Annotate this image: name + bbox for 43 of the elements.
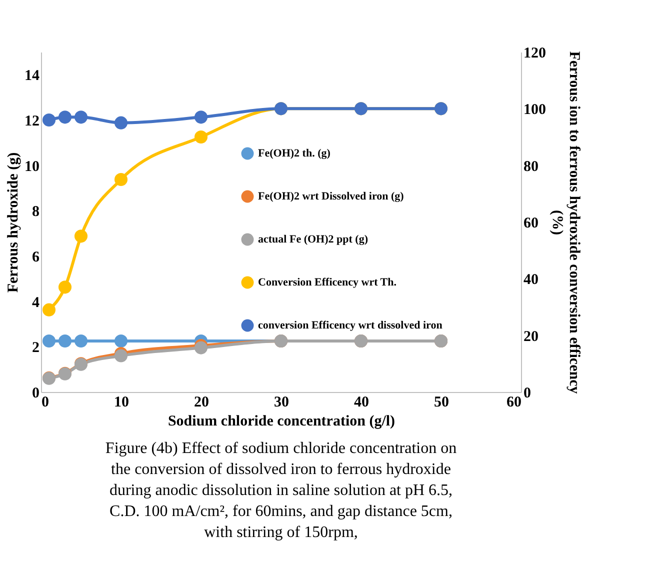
legend-label: Fe(OH)2 wrt Dissolved iron (g) — [258, 190, 404, 202]
point — [42, 303, 56, 316]
text: Figure (4b) Effect of sodium chloride concentration on the conversion of dissolved iron to ferrous hydroxide during anodic dissolution in saline solution at pH 6.5, C.D. 100 mA/cm², for 60mins, and gap distance 5cm, with stirring of 150rpm, — [105, 440, 457, 541]
legend-label: conversion Efficency wrt dissolved iron — [258, 320, 442, 332]
y2-tick-label: 40 — [524, 272, 538, 288]
x-tick-label: 20 — [194, 394, 209, 410]
x-tick-label: 40 — [354, 394, 369, 410]
y2-tick-label: 120 — [524, 46, 546, 62]
x-tick-label: 30 — [274, 394, 289, 410]
point — [58, 280, 72, 294]
y2-tick-label: 20 — [524, 328, 538, 345]
y-tick-label: 14 — [24, 68, 40, 84]
point — [114, 334, 128, 348]
point — [42, 113, 56, 127]
point — [58, 334, 72, 348]
y2-tick-label: 60 — [524, 216, 538, 232]
x-tick-label: 10 — [114, 394, 129, 410]
x-tick-label: 60 — [506, 394, 522, 410]
point — [194, 130, 208, 144]
y2-axis-title: Ferrous ion to ferrous hydroxide conversion efficency (%) — [549, 51, 582, 394]
point — [74, 334, 88, 348]
point — [74, 230, 88, 243]
x-axis-title: Sodium chloride concentration (g/l) — [168, 414, 396, 430]
y-tick-label: 10 — [24, 158, 40, 175]
legend-label: Conversion Efficency wrt Th. — [258, 276, 397, 288]
legend-label: Fe(OH)2 th. (g) — [258, 148, 331, 160]
point — [58, 110, 72, 124]
y-tick-label: 8 — [32, 204, 40, 220]
y-tick-label: 4 — [32, 294, 40, 311]
point — [74, 110, 88, 124]
y2-tick-label: 80 — [524, 158, 538, 175]
y-tick-label: 2 — [32, 340, 40, 356]
legend-label: actual Fe (OH)2 ppt (g) — [258, 234, 368, 246]
y-tick-label: 12 — [24, 114, 40, 130]
y2-tick-label: 100 — [524, 102, 546, 118]
point — [194, 110, 208, 124]
y-tick-label: 6 — [32, 250, 40, 266]
point — [42, 334, 56, 348]
point — [114, 349, 128, 362]
point — [114, 116, 128, 130]
point — [114, 172, 128, 186]
x-tick-label: 50 — [434, 394, 449, 410]
y-axis-title: Ferrous hydroxide (g) — [6, 152, 22, 293]
